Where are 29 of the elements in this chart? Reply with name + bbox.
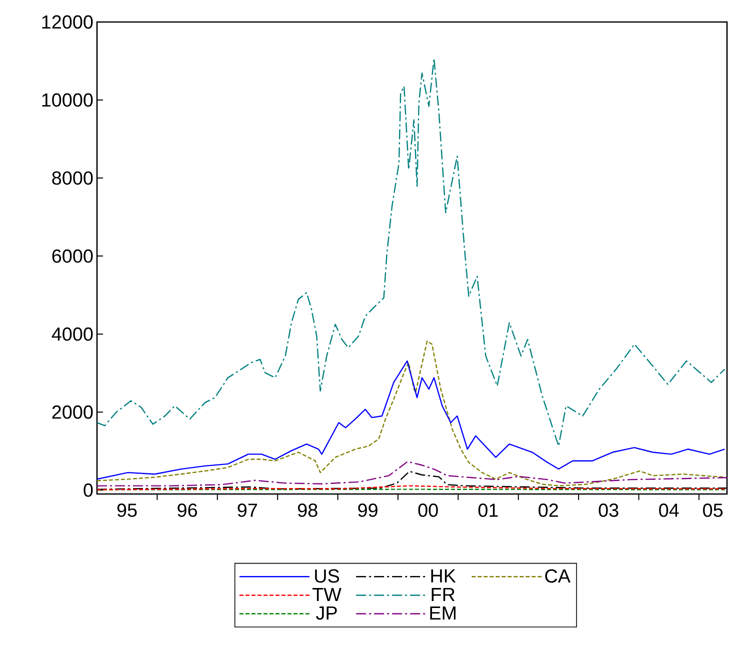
line-series [97, 58, 726, 447]
x-tick-label: 04 [659, 504, 679, 517]
line-series [97, 461, 728, 486]
y-tick-label: 12000 [42, 15, 93, 29]
x-tick-label: 95 [117, 504, 137, 517]
legend-label: TW [312, 588, 342, 602]
x-tick-label: 00 [418, 504, 438, 517]
legend-label: EM [430, 606, 456, 620]
x-tick-label: 97 [238, 504, 257, 517]
y-tick-label: 10000 [42, 93, 93, 107]
legend-label: HK [431, 569, 456, 582]
line-series [97, 340, 726, 486]
legend-label: CA [545, 569, 570, 583]
y-tick-label: 8000 [52, 171, 93, 185]
y-tick-label: 4000 [52, 327, 93, 341]
legend-label: US [315, 569, 340, 583]
y-tick-label: 0 [84, 483, 93, 497]
x-tick-label: 01 [478, 504, 498, 517]
y-tick-label: 6000 [52, 249, 93, 263]
y-tick-label: 2000 [52, 405, 93, 419]
x-tick-label: 96 [178, 504, 197, 517]
x-tick-label: 98 [298, 504, 318, 517]
line-series [97, 360, 726, 480]
x-tick-label: 02 [538, 504, 558, 517]
legend-label: JP [316, 606, 337, 620]
x-tick-label: 99 [358, 504, 378, 517]
legend-label: FR [432, 588, 455, 602]
x-tick-label: 03 [598, 504, 618, 517]
x-tick-label: 05 [703, 504, 723, 517]
